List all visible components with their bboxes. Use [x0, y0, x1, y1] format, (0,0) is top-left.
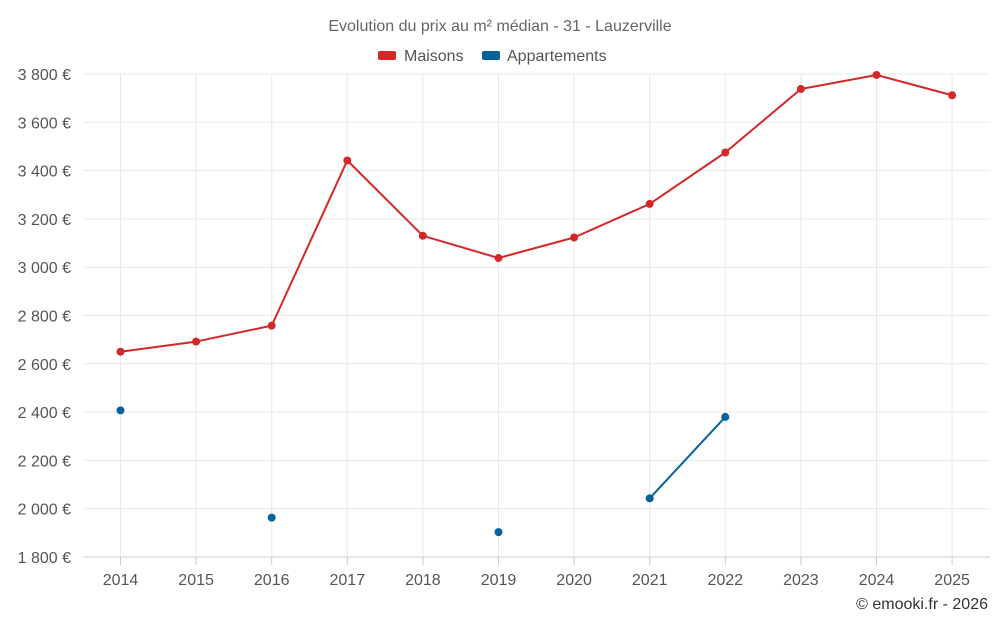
x-tick-label: 2018 [405, 572, 441, 589]
series-line-appartements [648, 416, 727, 499]
series-line-maisons [120, 73, 953, 353]
data-point-appartements-2022[interactable] [721, 412, 730, 421]
data-point-maisons-2015[interactable] [192, 337, 201, 346]
legend-swatch-appartements[interactable] [482, 51, 500, 60]
y-tick-label: 2 200 € [18, 453, 71, 470]
y-tick-label: 3 000 € [18, 260, 71, 277]
data-point-maisons-2022[interactable] [721, 148, 730, 157]
y-tick-label: 3 600 € [18, 115, 71, 132]
data-point-maisons-2018[interactable] [418, 231, 427, 240]
chart-title: Evolution du prix au m² médian - 31 - La… [328, 18, 671, 35]
data-point-maisons-2016[interactable] [267, 321, 276, 330]
y-tick-label: 1 800 € [18, 550, 71, 567]
x-tick-label: 2025 [934, 572, 970, 589]
x-tick-label: 2016 [254, 572, 290, 589]
data-point-maisons-2023[interactable] [796, 84, 805, 93]
x-tick-label: 2024 [859, 572, 895, 589]
x-tick-label: 2020 [556, 572, 592, 589]
axes: 1 800 € 2 000 € 2 200 € 2 400 € 2 600 € 2 800… [18, 67, 990, 589]
x-tick-label: 2021 [632, 572, 668, 589]
y-tick-label: 3 400 € [18, 164, 71, 181]
data-point-maisons-2017[interactable] [343, 156, 352, 165]
legend[interactable]: Maisons Appartements [378, 48, 607, 65]
data-point-maisons-2021[interactable] [645, 199, 654, 208]
data-point-appartements-2014[interactable] [116, 406, 125, 415]
y-tick-label: 2 000 € [18, 502, 71, 519]
x-tick-label: 2017 [330, 572, 366, 589]
data-point-appartements-2019[interactable] [494, 528, 503, 537]
x-tick-label: 2019 [481, 572, 517, 589]
data-point-maisons-2025[interactable] [948, 91, 957, 100]
y-tick-label: 2 400 € [18, 405, 71, 422]
y-tick-label: 3 200 € [18, 212, 71, 229]
x-tick-label: 2015 [178, 572, 214, 589]
data-point-maisons-2020[interactable] [570, 233, 579, 242]
data-point-maisons-2019[interactable] [494, 254, 503, 263]
y-tick-label: 3 800 € [18, 67, 71, 84]
data-point-maisons-2014[interactable] [116, 347, 125, 356]
data-point-maisons-2024[interactable] [872, 70, 881, 79]
credit-text: © emooki.fr - 2026 [856, 596, 988, 613]
x-tick-label: 2022 [708, 572, 744, 589]
legend-label-maisons[interactable]: Maisons [404, 48, 464, 65]
data-point-appartements-2016[interactable] [267, 513, 276, 522]
y-tick-label: 2 600 € [18, 357, 71, 374]
y-tick-label: 2 800 € [18, 309, 71, 326]
x-tick-label: 2023 [783, 572, 819, 589]
legend-swatch-maisons[interactable] [378, 51, 396, 60]
data-point-appartements-2021[interactable] [645, 494, 654, 503]
grid [83, 73, 990, 557]
series [116, 70, 957, 537]
legend-label-appartements[interactable]: Appartements [507, 48, 607, 65]
x-tick-label: 2014 [103, 572, 139, 589]
